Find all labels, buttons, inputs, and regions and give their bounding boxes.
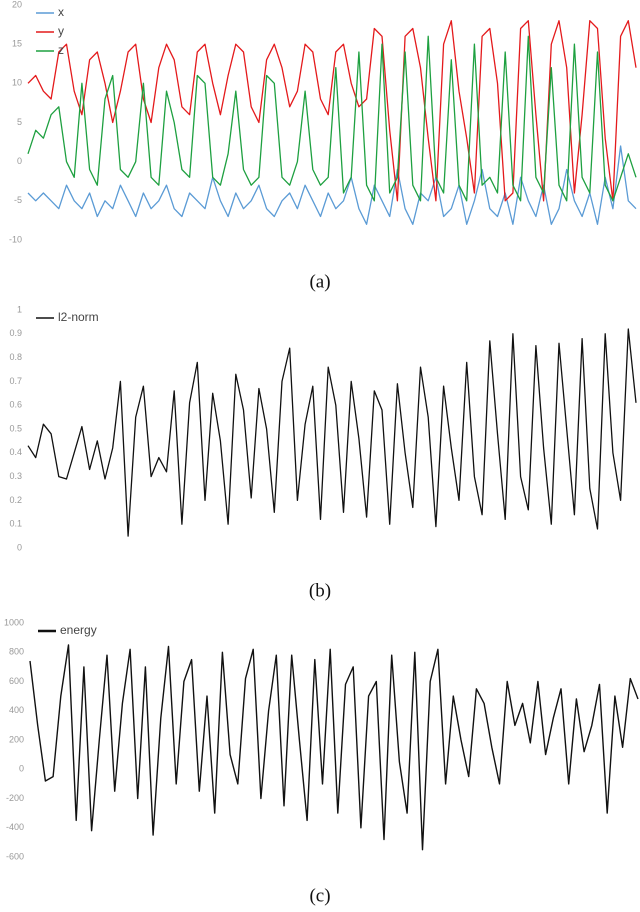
y-tick-label: 15: [12, 39, 22, 49]
y-tick-label: 600: [9, 676, 24, 686]
series-line: [27, 20, 637, 202]
y-tick-label: 0: [17, 542, 22, 552]
y-tick-label: 400: [9, 705, 24, 715]
y-tick-label: 0: [17, 156, 22, 166]
y-tick-label: 1: [17, 304, 22, 314]
series-line: [27, 328, 637, 537]
y-tick-label: -5: [14, 195, 22, 205]
y-tick-label: 1000: [4, 617, 24, 627]
y-tick-label: 0.8: [9, 352, 22, 362]
series-line: [27, 35, 637, 202]
y-tick-label: 0: [19, 764, 24, 774]
y-tick-label: 0.1: [9, 519, 22, 529]
legend-label: z: [58, 43, 64, 57]
caption: (c): [309, 885, 330, 906]
series-line: [27, 145, 637, 225]
y-tick-label: 0.3: [9, 471, 22, 481]
y-tick-label: 0.6: [9, 400, 22, 410]
series-line: [29, 644, 639, 851]
caption: (a): [309, 271, 330, 292]
y-tick-label: 0.7: [9, 376, 22, 386]
y-tick-label: 0.5: [9, 423, 22, 433]
y-tick-label: -600: [6, 851, 24, 861]
y-tick-label: 5: [17, 117, 22, 127]
caption: (b): [309, 580, 331, 601]
y-tick-label: -400: [6, 822, 24, 832]
y-tick-label: 800: [9, 647, 24, 657]
y-tick-label: 0.9: [9, 328, 22, 338]
y-tick-label: 200: [9, 734, 24, 744]
y-tick-label: 10: [12, 78, 22, 88]
legend-label: l2-norm: [58, 310, 99, 324]
legend-label: energy: [60, 623, 97, 637]
y-tick-label: -200: [6, 793, 24, 803]
legend-label: y: [58, 24, 64, 38]
y-tick-label: -10: [9, 234, 22, 244]
y-tick-label: 20: [12, 0, 22, 9]
y-tick-label: 0.4: [9, 447, 22, 457]
legend-label: x: [58, 5, 64, 19]
y-tick-label: 0.2: [9, 495, 22, 505]
